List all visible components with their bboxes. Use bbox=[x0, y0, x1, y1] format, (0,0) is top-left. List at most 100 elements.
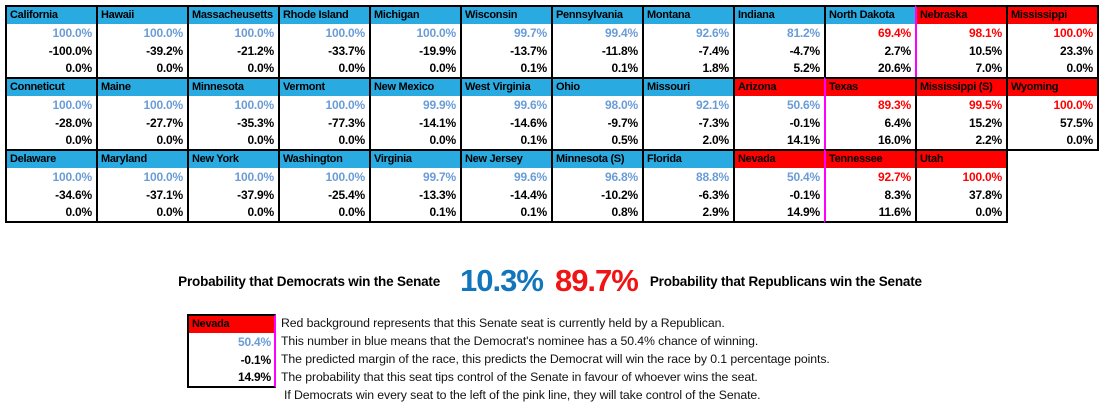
state-block: Indiana 81.2% -4.7% 5.2% bbox=[733, 5, 826, 79]
state-block: Conneticut 100.0% -28.0% 0.0% bbox=[5, 77, 98, 151]
tipping-value: 0.0% bbox=[429, 133, 456, 148]
margin-value: -34.6% bbox=[55, 187, 92, 202]
win-probability-value: 92.6% bbox=[695, 25, 729, 40]
state-block: Mississippi 100.0% 23.3% 0.0% bbox=[1006, 5, 1099, 79]
margin-value: -25.4% bbox=[328, 187, 365, 202]
legend-line-pink-line: If Democrats win every seat to the left … bbox=[284, 388, 761, 402]
tipping-value: 20.6% bbox=[877, 61, 911, 76]
state-block: Michigan 100.0% -19.9% 0.0% bbox=[369, 5, 462, 79]
forecast-table: California 100.0% -100.0% 0.0% Hawaii 100.0% -… bbox=[5, 5, 1099, 223]
state-name: Washington bbox=[280, 151, 369, 168]
win-probability-value: 92.1% bbox=[695, 97, 729, 112]
state-name: Indiana bbox=[735, 7, 824, 24]
state-row: Conneticut 100.0% -28.0% 0.0% Maine 100.0% -27… bbox=[5, 77, 1099, 151]
tipping-value: 2.2% bbox=[975, 133, 1002, 148]
state-row: Delaware 100.0% -34.6% 0.0% Maryland 100.0% -3… bbox=[5, 149, 1099, 223]
state-name: New Jersey bbox=[462, 151, 551, 168]
tipping-value: 5.2% bbox=[793, 61, 820, 76]
state-block: Mississippi (S) 99.5% 15.2% 2.2% bbox=[915, 77, 1008, 151]
state-name: New York bbox=[189, 151, 278, 168]
margin-value: 15.2% bbox=[968, 115, 1002, 130]
tipping-value: 0.0% bbox=[65, 61, 92, 76]
state-block: North Dakota 69.4% 2.7% 20.6% bbox=[824, 5, 917, 79]
win-probability-value: 100.0% bbox=[234, 97, 275, 112]
win-probability-value: 100.0% bbox=[325, 25, 366, 40]
tipping-value: 0.0% bbox=[975, 205, 1002, 220]
state-block: New Mexico 99.9% -14.1% 0.0% bbox=[369, 77, 462, 151]
margin-value: 6.4% bbox=[884, 115, 911, 130]
state-name: Tennessee bbox=[826, 151, 915, 168]
state-name: Virginia bbox=[371, 151, 460, 168]
senate-summary: Probability that Democrats win the Senat… bbox=[0, 256, 1100, 306]
state-name: Minnesota (S) bbox=[553, 151, 642, 168]
dem-probability-label: Probability that Democrats win the Senat… bbox=[178, 273, 441, 289]
state-name: Hawaii bbox=[98, 7, 187, 24]
state-name: Arizona bbox=[735, 79, 824, 96]
state-block: Minnesota 100.0% -35.3% 0.0% bbox=[187, 77, 280, 151]
margin-value: -39.2% bbox=[146, 43, 183, 58]
win-probability-value: 50.4% bbox=[786, 169, 820, 184]
margin-value: -4.7% bbox=[789, 43, 821, 58]
margin-value: -21.2% bbox=[237, 43, 274, 58]
margin-value: -7.3% bbox=[698, 115, 730, 130]
state-name: Wisconsin bbox=[462, 7, 551, 24]
win-probability-value: 99.6% bbox=[513, 97, 547, 112]
win-probability-value: 100.0% bbox=[52, 169, 93, 184]
tipping-value: 0.0% bbox=[65, 133, 92, 148]
state-name: Delaware bbox=[7, 151, 96, 168]
tipping-value: 0.0% bbox=[338, 61, 365, 76]
state-name: Nebraska bbox=[917, 7, 1006, 24]
state-name: Utah bbox=[917, 151, 1006, 168]
state-name: California bbox=[7, 7, 96, 24]
state-name: Pennsylvania bbox=[553, 7, 642, 24]
margin-value: 37.8% bbox=[968, 187, 1002, 202]
win-probability-value: 99.6% bbox=[513, 169, 547, 184]
margin-value: -35.3% bbox=[237, 115, 274, 130]
state-block: Nebraska 98.1% 10.5% 7.0% bbox=[915, 5, 1008, 79]
margin-value: -14.1% bbox=[419, 115, 456, 130]
tipping-value: 0.1% bbox=[520, 205, 547, 220]
state-block: Arizona 50.6% -0.1% 14.1% bbox=[733, 77, 826, 151]
state-name: Ohio bbox=[553, 79, 642, 96]
margin-value: 2.7% bbox=[884, 43, 911, 58]
legend-tip-value: 14.9% bbox=[237, 370, 271, 385]
tipping-value: 0.0% bbox=[1066, 133, 1093, 148]
tipping-value: 0.8% bbox=[611, 205, 638, 220]
legend-line-red-background: Red background represents that this Sena… bbox=[281, 316, 725, 330]
margin-value: -6.3% bbox=[698, 187, 730, 202]
win-probability-value: 99.4% bbox=[604, 25, 638, 40]
state-name: Florida bbox=[644, 151, 733, 168]
win-probability-value: 99.5% bbox=[968, 97, 1002, 112]
margin-value: -13.3% bbox=[419, 187, 456, 202]
state-block: West Virginia 99.6% -14.6% 0.1% bbox=[460, 77, 553, 151]
state-block: New Jersey 99.6% -14.4% 0.1% bbox=[460, 149, 553, 223]
state-block: Maryland 100.0% -37.1% 0.0% bbox=[96, 149, 189, 223]
state-block: Massacheusetts 100.0% -21.2% 0.0% bbox=[187, 5, 280, 79]
tipping-value: 14.1% bbox=[786, 133, 820, 148]
state-block: Delaware 100.0% -34.6% 0.0% bbox=[5, 149, 98, 223]
legend-prob-value: 50.4% bbox=[237, 334, 271, 349]
state-name: Mississippi bbox=[1008, 7, 1097, 24]
state-name: Wyoming bbox=[1008, 79, 1097, 96]
tipping-value: 0.1% bbox=[429, 205, 456, 220]
state-name: Minnesota bbox=[189, 79, 278, 96]
margin-value: -0.1% bbox=[789, 187, 821, 202]
legend: Red background represents that this Sena… bbox=[281, 314, 830, 404]
state-block: Montana 92.6% -7.4% 1.8% bbox=[642, 5, 735, 79]
tipping-value: 0.0% bbox=[247, 133, 274, 148]
tipping-value: 0.0% bbox=[156, 61, 183, 76]
tipping-value: 0.0% bbox=[247, 205, 274, 220]
state-block: Minnesota (S) 96.8% -10.2% 0.8% bbox=[551, 149, 644, 223]
state-block: Washington 100.0% -25.4% 0.0% bbox=[278, 149, 371, 223]
margin-value: -77.3% bbox=[328, 115, 365, 130]
win-probability-value: 92.7% bbox=[877, 169, 911, 184]
state-name: Maine bbox=[98, 79, 187, 96]
state-name: Mississippi (S) bbox=[917, 79, 1006, 96]
win-probability-value: 89.3% bbox=[877, 97, 911, 112]
win-probability-value: 69.4% bbox=[877, 25, 911, 40]
state-row: California 100.0% -100.0% 0.0% Hawaii 100.0% -… bbox=[5, 5, 1099, 79]
state-name: Montana bbox=[644, 7, 733, 24]
margin-value: -10.2% bbox=[601, 187, 638, 202]
state-name: West Virginia bbox=[462, 79, 551, 96]
state-block: Ohio 98.0% -9.7% 0.5% bbox=[551, 77, 644, 151]
